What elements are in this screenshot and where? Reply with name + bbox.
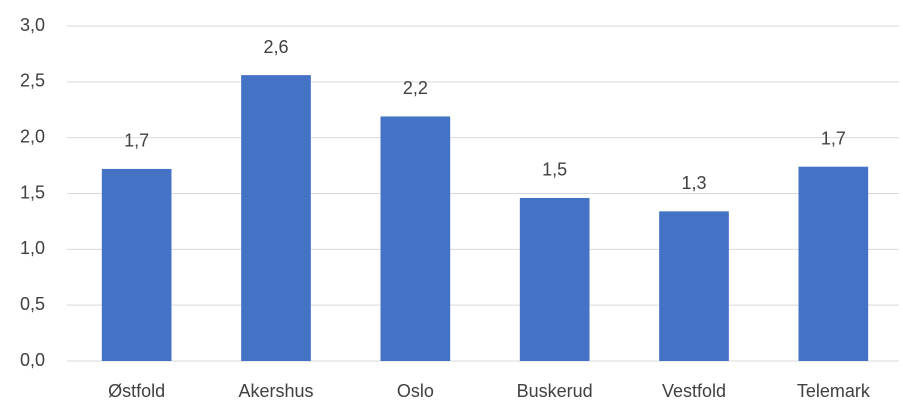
bar (101, 168, 172, 361)
value-label: 1,7 (821, 128, 846, 148)
bar (380, 116, 451, 361)
y-tick-label: 0,0 (20, 350, 45, 370)
value-label: 1,7 (124, 131, 149, 151)
y-tick-label: 2,0 (20, 126, 45, 146)
x-tick-label: Østfold (108, 381, 165, 401)
bar (659, 211, 729, 361)
value-label: 2,6 (263, 37, 288, 57)
y-tick-label: 2,5 (20, 71, 45, 91)
x-tick-label: Vestfold (662, 381, 726, 401)
y-tick-label: 1,5 (20, 182, 45, 202)
y-tick-label: 3,0 (20, 15, 45, 35)
x-tick-label: Buskerud (517, 381, 593, 401)
y-tick-label: 0,5 (20, 294, 45, 314)
value-label: 1,3 (681, 173, 706, 193)
x-tick-label: Telemark (797, 381, 871, 401)
bar (519, 197, 590, 361)
x-tick-label: Oslo (397, 381, 434, 401)
y-tick-label: 1,0 (20, 238, 45, 258)
bar (241, 75, 311, 361)
x-tick-label: Akershus (238, 381, 313, 401)
value-label: 2,2 (403, 78, 428, 98)
value-label: 1,5 (542, 160, 567, 180)
bar (798, 166, 869, 361)
